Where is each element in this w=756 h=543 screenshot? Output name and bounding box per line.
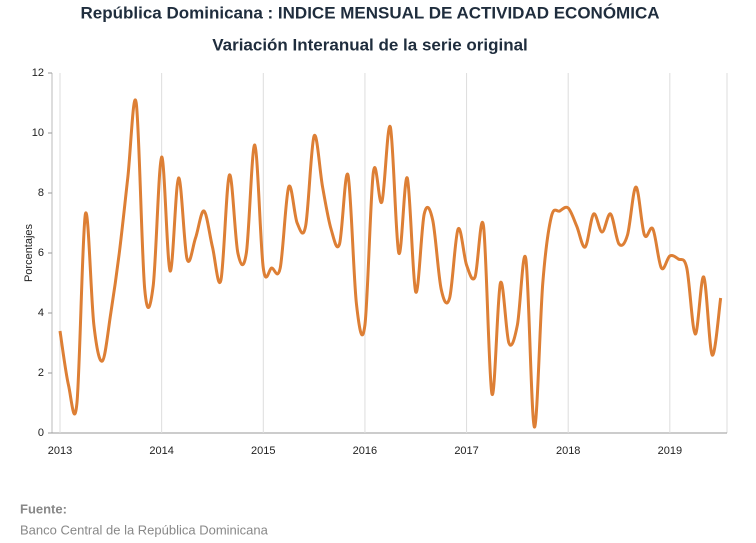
x-tick-label: 2016 xyxy=(353,445,377,457)
y-tick-label: 10 xyxy=(32,127,44,139)
y-tick-label: 8 xyxy=(38,187,44,199)
y-tick-label: 6 xyxy=(38,247,44,259)
y-tick-label: 2 xyxy=(38,367,44,379)
x-tick-label: 2017 xyxy=(454,445,478,457)
y-tick-label: 4 xyxy=(38,307,44,319)
source: Banco Central de la República Dominicana xyxy=(20,522,269,537)
y-axis-label: Porcentajes xyxy=(23,223,35,282)
source-label: Fuente: xyxy=(20,501,67,516)
x-tick-label: 2013 xyxy=(48,445,72,457)
chart-title: República Dominicana : INDICE MENSUAL DE… xyxy=(81,3,660,22)
line xyxy=(58,98,723,429)
chart-subtitle: Variación Interanual de la serie origina… xyxy=(212,35,528,54)
y-tick-label: 0 xyxy=(38,427,44,439)
x-tick-label: 2014 xyxy=(149,445,173,457)
x-tick-label: 2015 xyxy=(251,445,275,457)
x-tick-label: 2018 xyxy=(556,445,580,457)
y-tick-label: 12 xyxy=(32,67,44,79)
x-tick-label: 2019 xyxy=(658,445,682,457)
